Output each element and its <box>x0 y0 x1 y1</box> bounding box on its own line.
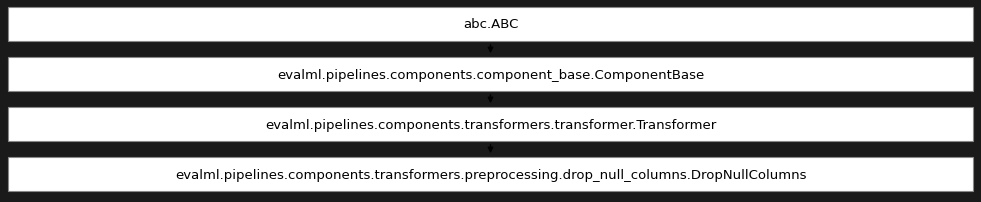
FancyBboxPatch shape <box>8 8 973 42</box>
Text: evalml.pipelines.components.transformers.transformer.Transformer: evalml.pipelines.components.transformers… <box>265 118 716 131</box>
FancyBboxPatch shape <box>8 58 973 92</box>
Text: evalml.pipelines.components.transformers.preprocessing.drop_null_columns.DropNul: evalml.pipelines.components.transformers… <box>175 168 806 181</box>
FancyBboxPatch shape <box>8 107 973 141</box>
FancyBboxPatch shape <box>8 157 973 191</box>
Text: evalml.pipelines.components.component_base.ComponentBase: evalml.pipelines.components.component_ba… <box>277 68 704 81</box>
Text: abc.ABC: abc.ABC <box>463 18 518 31</box>
